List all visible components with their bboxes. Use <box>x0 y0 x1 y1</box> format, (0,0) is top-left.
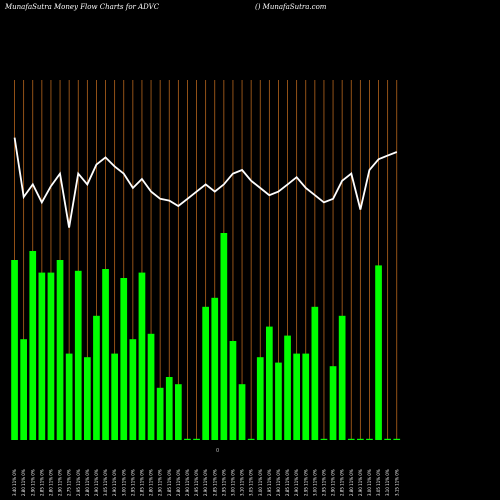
bar <box>56 260 64 440</box>
bar <box>20 339 27 440</box>
bar <box>275 362 282 440</box>
x-tick-label: 3.05 11% 0% <box>376 469 381 496</box>
bar <box>393 438 401 440</box>
x-tick-label: 2.75 11% 0% <box>67 469 72 496</box>
bar <box>111 353 118 440</box>
bar <box>93 315 100 440</box>
bar <box>220 233 228 440</box>
bar <box>375 265 382 440</box>
x-tick-label: 2.95 11% 0% <box>194 469 199 496</box>
bar-series <box>11 233 401 440</box>
x-tick-label: 2.90 11% 0% <box>203 469 208 496</box>
x-tick-label: 2.90 11% 0% <box>58 469 63 496</box>
x-tick-label: 3.05 11% 0% <box>103 469 108 496</box>
x-tick-label: 3.00 11% 0% <box>230 469 235 496</box>
bar <box>38 272 46 440</box>
x-tick-label: 3.00 11% 0% <box>258 469 263 496</box>
x-tick-label: 2.80 11% 0% <box>149 469 154 496</box>
bar <box>293 353 300 440</box>
x-tick-label: 3.40 11% 0% <box>12 469 17 496</box>
line-path <box>13 137 398 228</box>
bar <box>284 335 291 440</box>
site-credit: () MunafaSutra.com <box>255 3 327 11</box>
bar <box>156 387 164 440</box>
x-tick-label: 2.80 11% 0% <box>85 469 90 496</box>
x-tick-label: 2.90 11% 0% <box>94 469 99 496</box>
bar <box>84 357 91 440</box>
x-tick-label: 3.00 11% 0% <box>121 469 126 496</box>
chart-title: MunafaSutra Money Flow Charts for ADVC <box>4 3 160 11</box>
bar <box>65 353 73 440</box>
bar <box>211 297 219 440</box>
bar <box>202 306 209 440</box>
x-tick-label: 3.10 11% 0% <box>385 469 390 496</box>
bar <box>102 269 109 440</box>
x-tick-label: 2.90 11% 0% <box>158 469 163 496</box>
x-tick-label: 2.95 11% 0% <box>321 469 326 496</box>
bar <box>247 438 255 440</box>
bar <box>175 384 182 440</box>
x-tick-label: 2.95 11% 0% <box>76 469 81 496</box>
x-tick-label: 2.95 11% 0% <box>303 469 308 496</box>
x-tick-label: 2.85 11% 0% <box>139 469 144 496</box>
x-tick-label: 2.90 11% 0% <box>112 469 117 496</box>
x-tick-label: 2.90 11% 0% <box>294 469 299 496</box>
bar <box>338 315 346 440</box>
x-tick-label: 3.00 11% 0% <box>367 469 372 496</box>
x-tick-label: 2.85 11% 0% <box>39 469 44 496</box>
x-tick-label: 2.85 11% 0% <box>167 469 172 496</box>
bar <box>129 339 137 440</box>
bar <box>366 438 373 440</box>
bar <box>329 366 337 440</box>
bar <box>266 326 273 440</box>
bar <box>302 353 310 440</box>
x-tick-label: 2.90 11% 0% <box>358 469 363 496</box>
x-tick-label: 2.95 11% 0% <box>267 469 272 496</box>
bar <box>193 438 200 440</box>
x-tick-label: 2.90 11% 0% <box>276 469 281 496</box>
bar <box>184 438 191 440</box>
bar <box>238 384 246 440</box>
x-tick-label: 3.15 11% 0% <box>394 469 399 496</box>
x-tick-label: 2.80 11% 0% <box>176 469 181 496</box>
x-tick-label: 3.05 11% 0% <box>249 469 254 496</box>
x-tick-label: 2.80 11% 0% <box>21 469 26 496</box>
bar <box>311 306 319 440</box>
x-tick-label: 2.90 11% 0% <box>30 469 35 496</box>
x-tick-label: 2.85 11% 0% <box>340 469 345 496</box>
bar <box>320 438 328 440</box>
x-tick-label: 2.90 11% 0% <box>331 469 336 496</box>
bar <box>147 333 155 440</box>
bar <box>11 260 18 440</box>
x-tick-label: 2.85 11% 0% <box>212 469 217 496</box>
x-tick-label: 3.00 11% 0% <box>312 469 317 496</box>
x-tick-label: 2.95 11% 0% <box>221 469 226 496</box>
zero-axis-label: 0 <box>216 448 219 454</box>
bar <box>384 438 391 440</box>
bar <box>120 278 128 440</box>
x-tick-label: 2.90 11% 0% <box>185 469 190 496</box>
x-tick-label: 2.85 11% 0% <box>285 469 290 496</box>
bar <box>347 438 355 440</box>
x-tick-label: 2.95 11% 0% <box>130 469 135 496</box>
x-tick-label: 2.80 11% 0% <box>349 469 354 496</box>
bar <box>357 438 364 440</box>
line-series <box>13 137 398 228</box>
bar <box>74 270 82 440</box>
x-tick-label: 3.10 11% 0% <box>240 469 245 496</box>
x-tick-labels: 3.40 11% 0% 2.80 11% 0% 2.90 11% 0% 2.85 11… <box>12 469 399 496</box>
bar <box>256 357 264 440</box>
bar <box>47 272 55 440</box>
bar <box>229 341 237 440</box>
bar <box>138 272 146 440</box>
bar <box>165 377 173 440</box>
x-tick-label: 2.80 11% 0% <box>48 469 53 496</box>
bar <box>29 251 37 440</box>
